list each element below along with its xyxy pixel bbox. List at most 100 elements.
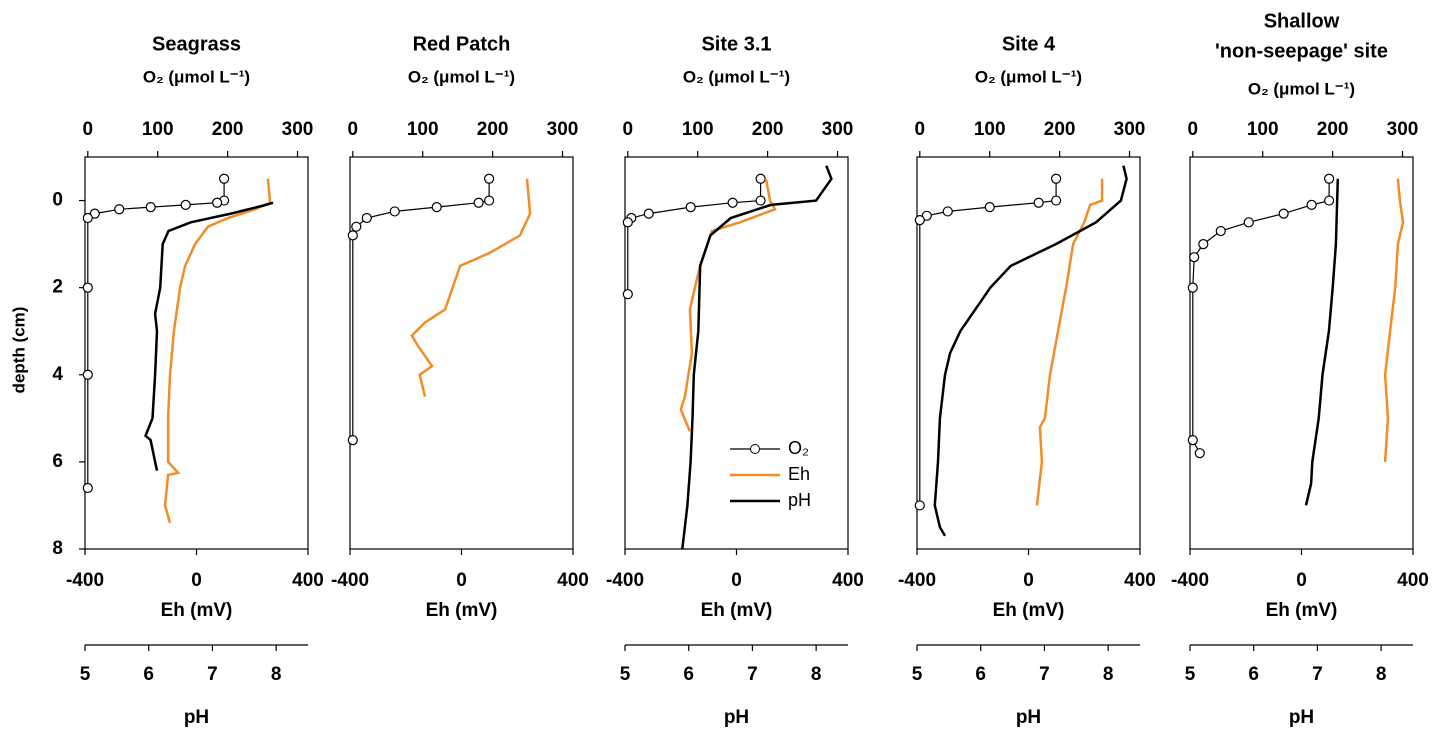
o2-point <box>351 221 362 232</box>
eh-tick-label: -400 <box>606 570 644 591</box>
legend-label: pH <box>788 490 811 510</box>
o2-point <box>984 201 995 213</box>
profile-line <box>681 165 833 550</box>
o2-point <box>484 195 495 206</box>
chart-title: Site 4 <box>1002 33 1056 55</box>
plot-frame <box>84 156 309 550</box>
o2-point <box>484 173 495 184</box>
eh-tick-label: -400 <box>1171 570 1209 591</box>
eh-tick-label: 400 <box>832 570 864 591</box>
o2-tick-label: 0 <box>1188 119 1199 140</box>
ph-tick-label: 6 <box>1248 664 1259 685</box>
profile-line <box>144 201 274 471</box>
o2-tick-label: 100 <box>1247 119 1279 140</box>
ph-axis-label: pH <box>1289 707 1314 728</box>
o2-point <box>82 369 93 380</box>
eh-tick-label: 400 <box>557 570 589 591</box>
o2-tick-label: 200 <box>212 119 244 140</box>
chart-title: Red Patch <box>413 33 511 55</box>
o2-point <box>82 212 93 224</box>
ph-tick-label: 7 <box>1312 664 1323 685</box>
o2-point <box>347 230 358 241</box>
o2-point <box>622 289 633 300</box>
panel: Site 4 O₂ (μmol L⁻¹) 0 100 200 300 -400 0 400 Eh … <box>898 33 1156 728</box>
eh-axis-label: Eh (mV) <box>1266 600 1338 621</box>
panel: Seagrass O₂ (μmol L⁻¹) 0 100 200 300 -400 0 400 E… <box>9 33 323 728</box>
ph-axis-label: pH <box>1016 707 1041 728</box>
eh-tick-label: 0 <box>191 570 202 591</box>
legend-label: Eh <box>788 464 810 484</box>
chart-title: 'non-seepage' site <box>1215 40 1388 62</box>
ph-tick-label: 5 <box>1185 664 1196 685</box>
o2-point <box>755 173 766 184</box>
o2-point <box>82 282 93 293</box>
o2-axis-label: O₂ (μmol L⁻¹) <box>683 67 790 86</box>
eh-tick-label: 400 <box>292 570 324 591</box>
o2-tick-label: 200 <box>752 119 784 140</box>
o2-axis-label: O₂ (μmol L⁻¹) <box>975 67 1082 86</box>
o2-point <box>1324 173 1335 184</box>
o2-tick-label: 300 <box>282 119 314 140</box>
chart-title: Site 3.1 <box>701 33 771 55</box>
o2-axis-label: O₂ (μmol L⁻¹) <box>143 67 250 86</box>
o2-point <box>1215 225 1226 237</box>
depth-tick-label: 0 <box>52 190 63 211</box>
o2-tick-label: 100 <box>407 119 439 140</box>
o2-point <box>727 197 738 208</box>
ph-tick-label: 7 <box>1039 664 1050 685</box>
o2-tick-label: 100 <box>974 119 1006 140</box>
o2-tick-label: 300 <box>822 119 854 140</box>
o2-tick-label: 100 <box>682 119 714 140</box>
o2-point <box>622 217 633 228</box>
ph-tick-label: 5 <box>912 664 923 685</box>
o2-point <box>1198 239 1209 250</box>
eh-tick-label: -400 <box>898 570 936 591</box>
o2-point <box>1187 435 1198 446</box>
panel: Shallow 'non-seepage' site O₂ (μmol L⁻¹) 0 1… <box>1171 10 1429 728</box>
plot-frame <box>1189 156 1414 550</box>
o2-point <box>431 201 442 213</box>
o2-point <box>643 208 654 219</box>
profile-line <box>1383 178 1405 462</box>
plot-frame <box>349 156 574 550</box>
o2-axis-label: O₂ (μmol L⁻¹) <box>1248 79 1355 98</box>
eh-axis-label: Eh (mV) <box>701 600 773 621</box>
o2-tick-label: 0 <box>623 119 634 140</box>
depth-axis-label: depth (cm) <box>9 307 28 394</box>
o2-point <box>473 197 484 208</box>
o2-point <box>180 199 191 211</box>
ph-tick-label: 8 <box>271 664 282 685</box>
o2-point <box>219 173 230 184</box>
o2-point <box>145 201 156 213</box>
depth-tick-label: 6 <box>52 451 63 472</box>
o2-tick-label: 300 <box>547 119 579 140</box>
profile-line <box>1035 178 1104 506</box>
o2-tick-label: 200 <box>477 119 509 140</box>
o2-point <box>1189 252 1200 263</box>
legend-label: O₂ <box>788 438 809 458</box>
ph-tick-label: 8 <box>1103 664 1114 685</box>
o2-point <box>389 206 400 217</box>
eh-tick-label: 0 <box>1296 570 1307 591</box>
o2-point <box>212 197 223 208</box>
o2-point <box>914 215 925 226</box>
o2-point <box>685 201 696 213</box>
o2-tick-label: 0 <box>915 119 926 140</box>
o2-tick-label: 200 <box>1317 119 1349 140</box>
ph-tick-label: 7 <box>207 664 218 685</box>
profile-line <box>1304 178 1340 506</box>
eh-axis-label: Eh (mV) <box>161 600 233 621</box>
profile-line <box>919 178 1057 506</box>
o2-tick-label: 200 <box>1044 119 1076 140</box>
depth-tick-label: 2 <box>52 277 63 298</box>
eh-tick-label: 0 <box>731 570 742 591</box>
o2-tick-label: 300 <box>1387 119 1419 140</box>
profile-line <box>933 165 1128 537</box>
o2-point <box>1243 217 1254 228</box>
o2-point <box>755 195 766 206</box>
o2-point <box>914 500 925 511</box>
o2-point <box>1033 197 1044 208</box>
ph-axis-label: pH <box>184 707 209 728</box>
panel: Red Patch O₂ (μmol L⁻¹) 0 100 200 300 -400 0 400… <box>331 33 589 621</box>
o2-point <box>82 482 93 494</box>
